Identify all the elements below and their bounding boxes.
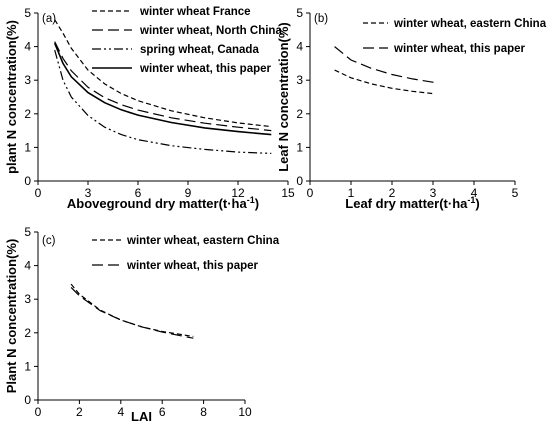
x-tick-label: 3 [430,186,437,200]
y-axis-label: Plant N concentration(%) [4,239,19,394]
y-tick-label: 1 [24,359,31,373]
x-axis-label: Leaf dry matter(t·ha-1) [345,195,479,211]
x-axis-label: LAI [131,409,152,424]
y-tick-label: 1 [296,140,303,154]
series-line-3 [54,49,272,154]
y-axis-label: plant N concentration(%) [4,20,19,174]
legend-label-3: spring wheat, Canada [140,44,259,56]
series-line-1 [334,69,434,95]
y-tick-label: 4 [24,259,31,273]
y-tick-label: 2 [296,107,303,121]
series-line-1 [70,283,194,338]
series-line-2 [334,46,438,84]
x-tick-label: 4 [117,405,124,419]
y-tick-label: 2 [24,107,31,121]
legend-label-2: winter wheat, North China [139,25,282,37]
x-tick-label: 9 [185,186,192,200]
x-tick-label: 5 [512,186,519,200]
x-tick-label: 12 [231,186,245,200]
x-tick-label: 4 [471,186,478,200]
y-tick-label: 4 [24,40,31,54]
chart-panel-3: 0 1 2 3 4 5 0 2 4 6 8 10 LAI Plant N concentration(%)… [4,225,280,424]
x-tick-label: 0 [307,186,314,200]
x-tick-label: 6 [159,405,166,419]
x-tick-label: 8 [200,405,207,419]
x-tick-label: 2 [389,186,396,200]
panel-label: (a) [42,13,56,25]
x-axis-label: Aboveground dry matter(t·ha-1) [67,195,259,211]
legend-label-4: winter wheat, this paper [139,63,272,75]
y-tick-label: 3 [24,292,31,306]
x-tick-label: 10 [238,405,252,419]
legend-label-2: winter wheat, this paper [126,260,259,272]
x-tick-label: 2 [76,405,83,419]
y-tick-label: 3 [24,73,31,87]
y-tick-label: 0 [24,393,31,407]
y-tick-label: 3 [296,73,303,87]
y-tick-label: 0 [24,174,31,188]
chart-panel-2: 0 1 2 3 4 5 0 1 2 3 4 5 Leaf dry matter(t·ha-1) Leaf … [276,6,547,211]
legend-label-1: winter wheat, eastern China [393,18,547,30]
panel-label: (c) [42,235,56,247]
x-tick-label: 0 [35,405,42,419]
x-tick-label: 1 [348,186,355,200]
y-tick-label: 4 [296,40,303,54]
y-tick-label: 1 [24,140,31,154]
x-tick-label: 6 [135,186,142,200]
x-tick-label: 3 [85,186,92,200]
series-line-1 [54,19,272,128]
y-tick-label: 5 [24,6,31,20]
y-axis-label: Leaf N concentration(%) [276,22,291,172]
y-tick-label: 2 [24,326,31,340]
legend-label-1: winter wheat France [139,6,251,18]
x-tick-label: 0 [35,186,42,200]
y-tick-label: 5 [24,225,31,239]
y-tick-label: 0 [296,174,303,188]
series-line-4 [53,42,272,136]
legend-label-2: winter wheat, this paper [393,43,526,55]
legend-label-1: winter wheat, eastern China [126,235,280,247]
panel-label: (b) [314,13,328,25]
x-tick-label: 15 [281,186,295,200]
series-line-2 [70,286,194,339]
y-tick-label: 5 [296,6,303,20]
